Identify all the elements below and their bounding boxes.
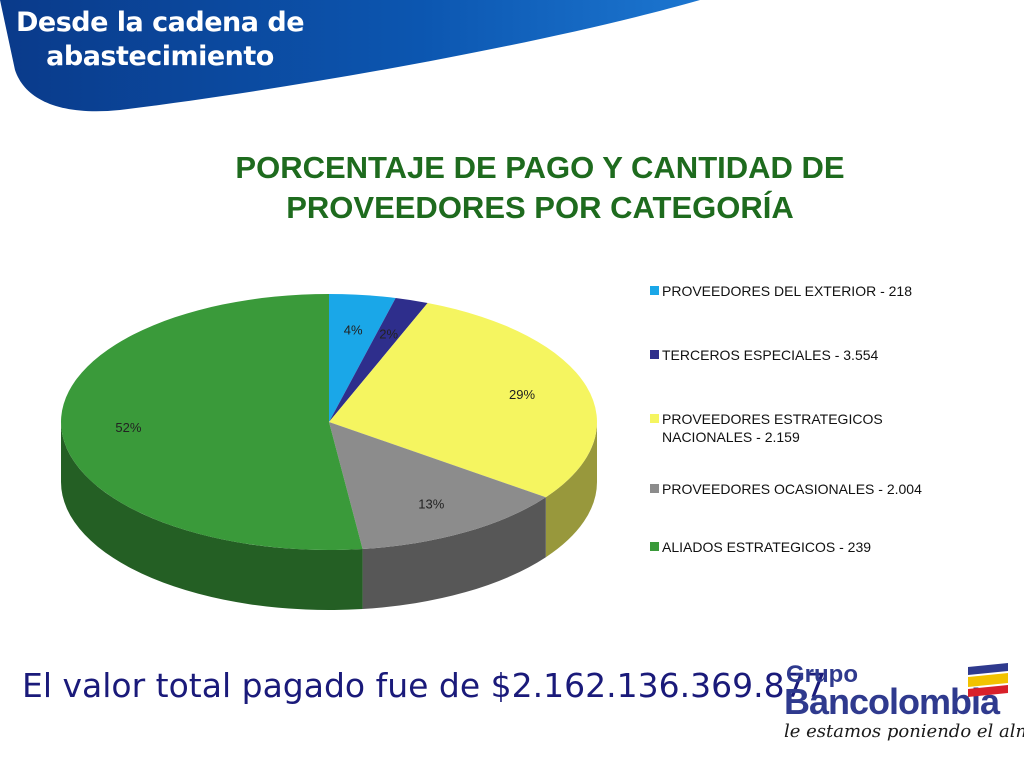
pie-chart: 4% 2% 29% 13% 52%: [60, 294, 597, 610]
pie-value-label-2: 29%: [509, 387, 535, 402]
pie-value-label-4: 52%: [115, 420, 141, 435]
legend-swatch: [650, 350, 659, 359]
legend-item: PROVEEDORES DEL EXTERIOR - 218: [650, 282, 962, 300]
legend-label: PROVEEDORES OCASIONALES - 2.004: [662, 481, 922, 497]
legend-swatch: [650, 484, 659, 493]
flag-icon: [968, 663, 1008, 697]
pie-value-label-1: 2%: [379, 326, 398, 341]
legend-item: ALIADOS ESTRATEGICOS - 239: [650, 538, 962, 556]
logo-brand-text: Bancolombia: [784, 681, 1000, 722]
total-paid-text: El valor total pagado fue de $2.162.136.…: [22, 666, 827, 705]
legend-swatch: [650, 542, 659, 551]
pie-slice-3: [329, 422, 546, 549]
legend-swatch: [650, 286, 659, 295]
page-title: Desde la cadena de abastecimiento: [15, 7, 305, 72]
legend-item: PROVEEDORES ESTRATEGICOS NACIONALES - 2.…: [650, 410, 962, 446]
pie-slice-side-4: [61, 422, 363, 610]
logo-tagline-text: le estamos poniendo el alma: [784, 721, 1024, 742]
legend-label: ALIADOS ESTRATEGICOS - 239: [662, 539, 872, 555]
pie-value-label-3: 13%: [418, 497, 444, 512]
legend-label: TERCEROS ESPECIALES - 3.554: [662, 347, 879, 363]
pie-slice-4: [60, 294, 363, 550]
pie-slice-side-2: [545, 422, 597, 558]
logo-grupo-text: Grupo: [786, 661, 858, 688]
bancolombia-logo: Grupo Bancolombia le estamos poniendo el…: [780, 655, 1024, 755]
pie-value-label-0: 4%: [344, 323, 363, 338]
legend-item: PROVEEDORES OCASIONALES - 2.004: [650, 480, 962, 498]
chart-title: PORCENTAJE DE PAGO Y CANTIDAD DE PROVEED…: [235, 150, 845, 225]
legend-label: PROVEEDORES DEL EXTERIOR - 218: [662, 283, 912, 299]
legend-label: PROVEEDORES ESTRATEGICOS NACIONALES - 2.…: [662, 411, 883, 445]
legend-item: TERCEROS ESPECIALES - 3.554: [650, 346, 962, 364]
legend-swatch: [650, 414, 659, 423]
header-banner: [0, 0, 700, 112]
pie-slice-side-3: [362, 497, 546, 609]
pie-slice-2: [329, 302, 597, 498]
pie-slice-1: [329, 298, 428, 422]
pie-slice-0: [329, 294, 396, 422]
